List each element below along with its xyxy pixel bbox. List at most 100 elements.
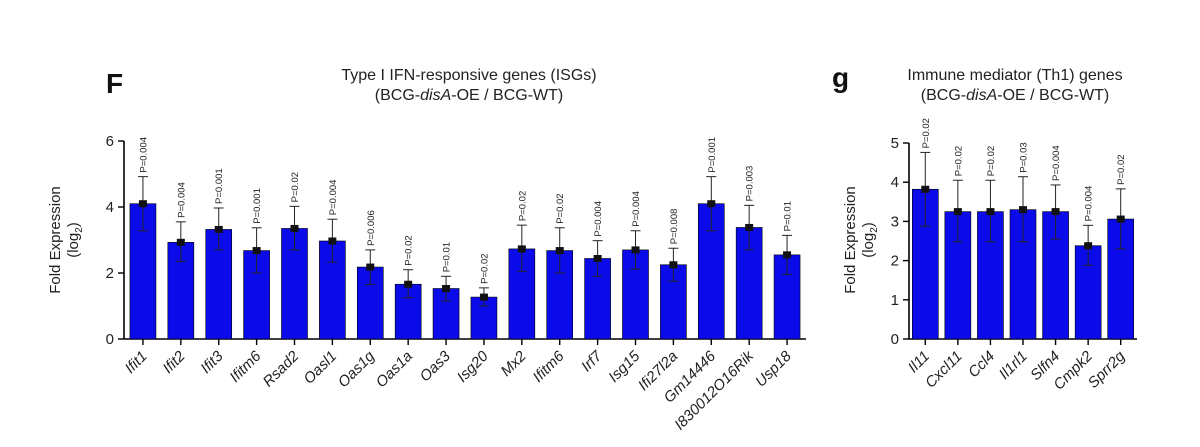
panel-letter-g: g (832, 62, 849, 93)
y-axis-label-g-unit: (log2) (860, 222, 880, 258)
f-p-value-label: P=0.003 (745, 166, 756, 202)
g-mean-marker (1051, 208, 1060, 216)
f-p-value-label: P=0.02 (479, 253, 490, 283)
f-mean-marker (707, 200, 716, 208)
chart-title-f-line2-pre: (BCG- (375, 87, 420, 104)
g-y-tick-label: 1 (891, 292, 899, 309)
f-category-label: Ifitm6 (226, 347, 264, 385)
chart-title-g-line2-post: -OE / BCG-WT) (997, 87, 1109, 104)
f-y-tick-label: 6 (106, 133, 114, 150)
chart-title-g-line2-pre: (BCG- (921, 87, 966, 104)
f-p-value-label: P=0.004 (328, 180, 339, 216)
chart-title-g-line2: (BCG-disA-OE / BCG-WT) (921, 87, 1109, 104)
f-category-label: Irf7 (578, 347, 606, 375)
f-mean-marker (138, 200, 147, 208)
f-p-value-label: P=0.001 (252, 188, 263, 224)
f-mean-marker (252, 247, 261, 255)
g-category-label: Ccl4 (965, 348, 998, 381)
f-category-label: Oas1a (373, 348, 416, 391)
f-p-value-label: P=0.008 (669, 209, 680, 245)
f-category-label: Mx2 (498, 347, 531, 380)
f-p-value-label: P=0.001 (214, 168, 225, 204)
f-y-tick-label: 2 (106, 265, 114, 282)
chart-title-g-line1: Immune mediator (Th1) genes (907, 67, 1122, 84)
chart-title-f-line2: (BCG-disA-OE / BCG-WT) (375, 87, 563, 104)
g-category-label: Sprr2g (1085, 347, 1129, 391)
f-p-value-label: P=0.004 (138, 137, 149, 173)
g-p-value-label: P=0.02 (986, 146, 997, 176)
f-category-label: Ifit2 (160, 347, 190, 377)
f-p-value-label: P=0.01 (783, 201, 794, 231)
g-mean-marker (1116, 215, 1125, 223)
g-p-value-label: P=0.02 (1116, 154, 1127, 184)
f-category-label: Oasl1 (300, 348, 340, 388)
f-p-value-label: P=0.02 (555, 193, 566, 223)
f-y-tick-label: 0 (106, 331, 114, 348)
f-mean-marker (517, 245, 526, 253)
f-p-value-label: P=0.02 (404, 235, 415, 265)
chart-title-f-line2-post: -OE / BCG-WT) (451, 87, 563, 104)
g-p-value-label: P=0.004 (1084, 186, 1095, 222)
y-axis-unit-g-sub: 2 (869, 227, 880, 233)
y-axis-unit-f-sub: 2 (74, 227, 85, 233)
panel-letter-f: F (106, 68, 123, 99)
chart-title-g-line2-italic: disA (966, 87, 997, 104)
f-mean-marker (176, 238, 185, 246)
g-mean-marker (986, 208, 995, 216)
f-p-value-label: P=0.02 (517, 191, 528, 221)
g-p-value-label: P=0.03 (1019, 142, 1030, 172)
chart-title-f-line2-italic: disA (420, 87, 451, 104)
g-mean-marker (953, 208, 962, 216)
g-mean-marker (921, 185, 930, 193)
g-y-tick-label: 5 (891, 135, 899, 152)
f-mean-marker (745, 223, 754, 231)
y-axis-label-f: Fold Expression (47, 186, 64, 294)
f-category-label: Ifit3 (197, 347, 227, 377)
y-axis-unit-g-post: ) (860, 222, 877, 227)
f-mean-marker (631, 246, 640, 254)
f-p-value-label: P=0.02 (290, 172, 301, 202)
f-category-label: Oas1g (335, 347, 379, 391)
y-axis-unit-g-pre: (log (860, 233, 877, 258)
g-y-tick-label: 4 (891, 174, 899, 191)
y-axis-label-f-unit: (log2) (65, 222, 85, 258)
f-category-label: Isg20 (454, 347, 492, 385)
f-category-label: Ifitm6 (530, 347, 568, 385)
g-mean-marker (1084, 242, 1093, 250)
plot-area-f: 0 2 4 6 P=0.004 Ifit1 P=0.004 Ifit2 P=0.001 Ifit3… (106, 133, 806, 434)
f-mean-marker (555, 247, 564, 255)
f-bar (356, 266, 384, 340)
g-p-value-label: P=0.02 (921, 118, 932, 148)
f-p-value-label: P=0.004 (593, 201, 604, 237)
f-y-tick-label: 4 (106, 199, 114, 216)
f-mean-marker (214, 225, 223, 233)
g-p-value-label: P=0.004 (1051, 145, 1062, 181)
f-p-value-label: P=0.006 (366, 210, 377, 246)
y-axis-unit-f-pre: (log (65, 233, 82, 258)
f-mean-marker (404, 280, 413, 288)
f-category-label: Ifit1 (122, 348, 151, 377)
g-y-tick-label: 3 (891, 213, 899, 230)
y-axis-unit-f-post: ) (65, 222, 82, 227)
f-mean-marker (669, 261, 678, 269)
g-y-tick-label: 0 (891, 331, 899, 348)
f-p-value-label: P=0.004 (631, 191, 642, 227)
f-category-label: Usp18 (752, 347, 795, 390)
g-mean-marker (1019, 206, 1027, 214)
f-mean-marker (593, 254, 602, 262)
f-mean-marker (442, 285, 451, 293)
f-p-value-label: P=0.001 (707, 137, 718, 173)
f-category-label: Oas3 (417, 347, 455, 385)
g-category-label: Cxcl11 (922, 348, 966, 392)
f-p-value-label: P=0.004 (176, 182, 187, 218)
g-p-value-label: P=0.02 (953, 146, 964, 176)
y-axis-label-g: Fold Expression (842, 186, 859, 294)
f-category-label: Rsad2 (260, 347, 303, 390)
f-mean-marker (783, 251, 792, 259)
f-mean-marker (290, 224, 299, 232)
g-category-label: Il1rl1 (996, 348, 1031, 383)
f-mean-marker (328, 237, 337, 245)
f-mean-marker (479, 293, 488, 301)
